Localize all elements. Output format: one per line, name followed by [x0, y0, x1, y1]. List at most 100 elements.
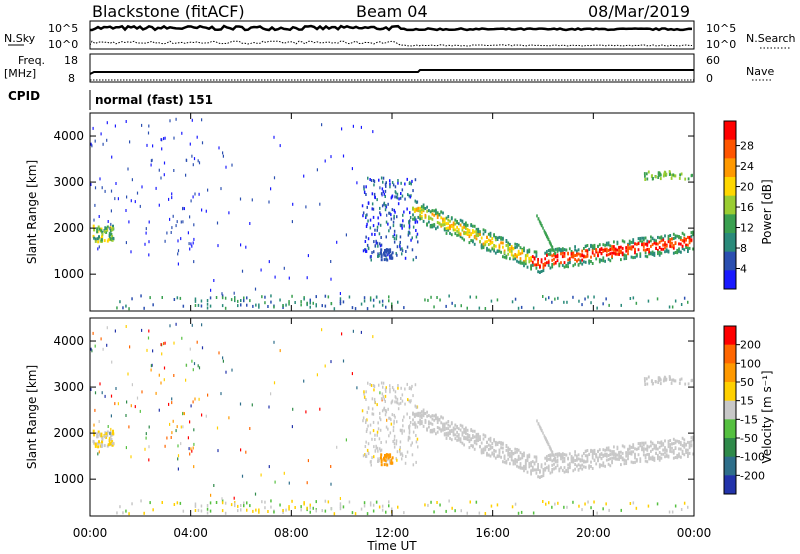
power-cell [221, 294, 224, 298]
velocity-cell [309, 506, 311, 510]
velocity-cell [653, 443, 656, 447]
power-cell [305, 205, 307, 209]
power-cell [389, 226, 392, 230]
power-cell [672, 173, 675, 177]
velocity-cell [412, 394, 414, 398]
velocity-cell [420, 410, 423, 414]
velocity-cell [528, 461, 531, 465]
velocity-cell [407, 436, 410, 440]
power-cell [556, 259, 559, 263]
power-cell [523, 246, 525, 250]
velocity-cell [179, 501, 182, 505]
power-cell [530, 256, 532, 260]
velocity-cell [554, 502, 556, 506]
power-cell [367, 201, 370, 205]
velocity-cell [403, 429, 405, 433]
power-cell [402, 213, 404, 217]
power-cell [261, 295, 263, 299]
velocity-cell [479, 445, 481, 449]
power-cell [428, 216, 430, 220]
power-cell [570, 250, 573, 253]
velocity-cell [553, 458, 555, 462]
power-cell [664, 234, 666, 238]
velocity-cell [396, 397, 399, 401]
power-cell [507, 241, 510, 245]
velocity-cell [381, 392, 384, 396]
power-cell [189, 247, 191, 251]
velocity-cell [607, 462, 610, 466]
power-cell [221, 296, 224, 300]
power-cell [391, 208, 394, 212]
velocity-cell [94, 444, 97, 448]
power-cell [225, 165, 227, 169]
velocity-cell [409, 386, 411, 390]
power-cell [687, 300, 689, 304]
power-cell [520, 305, 523, 309]
velocity-cell [415, 413, 418, 417]
power-cell [463, 238, 465, 242]
power-cell [468, 241, 471, 245]
velocity-cell [273, 340, 275, 344]
power-cell [428, 209, 430, 213]
velocity-cell [671, 446, 673, 450]
power-cell [645, 172, 648, 176]
power-cell [572, 295, 574, 299]
power-cell [94, 186, 97, 190]
velocity-cell [116, 511, 118, 515]
power-cell [549, 248, 552, 252]
power-cell [607, 257, 610, 261]
velocity-cell [181, 336, 183, 340]
power-cell [557, 296, 559, 300]
velocity-cell [279, 503, 281, 507]
velocity-cell [107, 443, 110, 447]
power-cell [563, 261, 566, 265]
power-cell [243, 296, 245, 300]
velocity-cell [607, 448, 610, 452]
velocity-colorbar-tick-label: -15 [740, 413, 758, 426]
power-cell [542, 295, 544, 298]
time-tick-label: 04:00 [173, 526, 208, 540]
power-cell [151, 158, 153, 162]
power-cell [439, 298, 441, 302]
power-cell [602, 259, 605, 263]
velocity-cell [221, 499, 224, 503]
velocity-cell [443, 422, 446, 426]
velocity-cell [540, 463, 543, 467]
power-cell [482, 232, 485, 236]
power-cell [385, 181, 387, 185]
power-cell [364, 240, 367, 243]
freq-label: Freq. [18, 54, 45, 67]
velocity-cell [535, 455, 538, 459]
power-cell [503, 251, 506, 255]
velocity-cell [408, 431, 411, 435]
velocity-cell [114, 329, 116, 333]
velocity-cell [692, 438, 694, 442]
power-cell [379, 186, 381, 190]
velocity-cell [657, 440, 659, 444]
power-cell [440, 223, 443, 227]
power-cell [401, 249, 404, 253]
velocity-cell [465, 429, 467, 433]
velocity-cell [662, 443, 665, 447]
velocity-cell [371, 456, 373, 460]
velocity-cell [620, 463, 622, 467]
power-cell [567, 261, 569, 265]
velocity-cell [231, 368, 233, 372]
power-cell [406, 207, 408, 211]
power-cell [409, 219, 411, 223]
power-cell [380, 253, 383, 257]
power-cell [447, 228, 450, 232]
power-cell [470, 233, 473, 237]
velocity-cell [657, 447, 659, 451]
velocity-cell [468, 434, 471, 438]
power-cell [399, 223, 402, 227]
velocity-cell [676, 456, 679, 460]
velocity-cell [351, 511, 354, 515]
power-cell [233, 291, 235, 295]
power-cell [429, 216, 432, 220]
velocity-cell [528, 453, 531, 457]
velocity-cell [473, 435, 476, 439]
power-cell [375, 239, 377, 243]
power-cell [189, 215, 191, 219]
power-cell [539, 221, 542, 225]
